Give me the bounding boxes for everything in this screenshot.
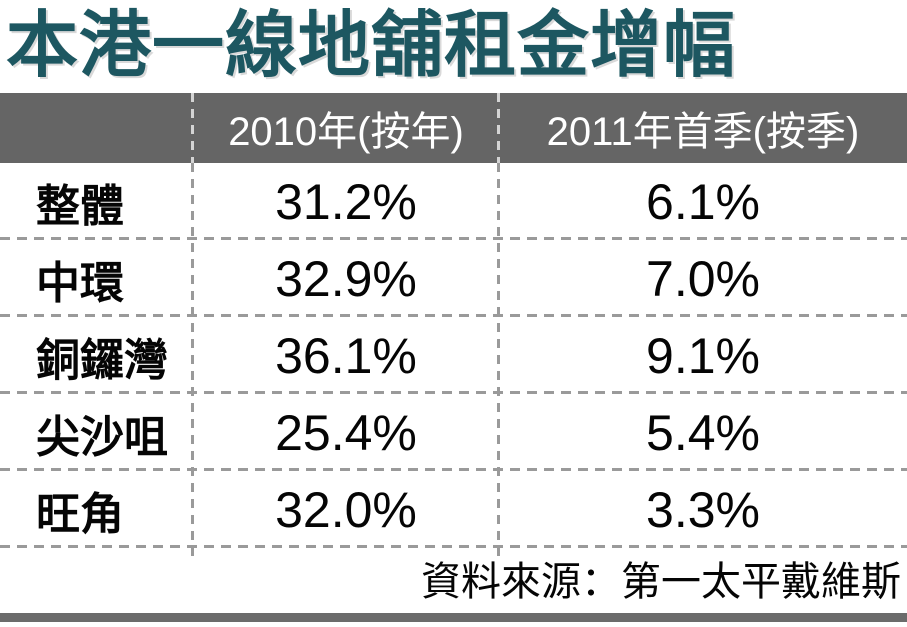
page-title: 本港一線地舖租金增幅 xyxy=(6,6,737,86)
value-2011q1: 7.0% xyxy=(646,250,760,307)
table-header-row: 2010年(按年) 2011年首季(按季) xyxy=(0,93,907,163)
table-row: 中環 32.9% 7.0% xyxy=(0,240,907,317)
value-2010: 31.2% xyxy=(275,173,417,230)
header-empty-cell xyxy=(0,93,193,163)
row-label: 整體 xyxy=(36,181,124,231)
table-row: 銅鑼灣 36.1% 9.1% xyxy=(0,317,907,394)
value-2011q1: 6.1% xyxy=(646,173,760,230)
table-row: 整體 31.2% 6.1% xyxy=(0,163,907,240)
column-divider xyxy=(497,93,500,163)
value-2010: 36.1% xyxy=(275,327,417,384)
bottom-bar xyxy=(0,613,907,622)
row-label: 尖沙咀 xyxy=(36,412,168,462)
value-2011q1: 3.3% xyxy=(646,481,760,538)
value-2010: 32.9% xyxy=(275,250,417,307)
column-divider xyxy=(191,93,194,163)
row-label: 銅鑼灣 xyxy=(36,335,168,385)
header-2011q1: 2011年首季(按季) xyxy=(546,110,860,154)
header-2010: 2010年(按年) xyxy=(228,110,464,154)
row-label: 中環 xyxy=(36,258,124,308)
value-2011q1: 5.4% xyxy=(646,404,760,461)
value-2010: 32.0% xyxy=(275,481,417,538)
value-2010: 25.4% xyxy=(275,404,417,461)
row-label: 旺角 xyxy=(36,489,124,539)
table-row: 尖沙咀 25.4% 5.4% xyxy=(0,394,907,471)
column-divider xyxy=(191,163,194,556)
source-note: 資料來源：第一太平戴維斯 xyxy=(421,560,901,604)
rent-table: 2010年(按年) 2011年首季(按季) 整體 31.2% 6.1% 中環 3… xyxy=(0,93,907,556)
table-row: 旺角 32.0% 3.3% xyxy=(0,471,907,548)
column-divider xyxy=(497,163,500,556)
value-2011q1: 9.1% xyxy=(646,327,760,384)
